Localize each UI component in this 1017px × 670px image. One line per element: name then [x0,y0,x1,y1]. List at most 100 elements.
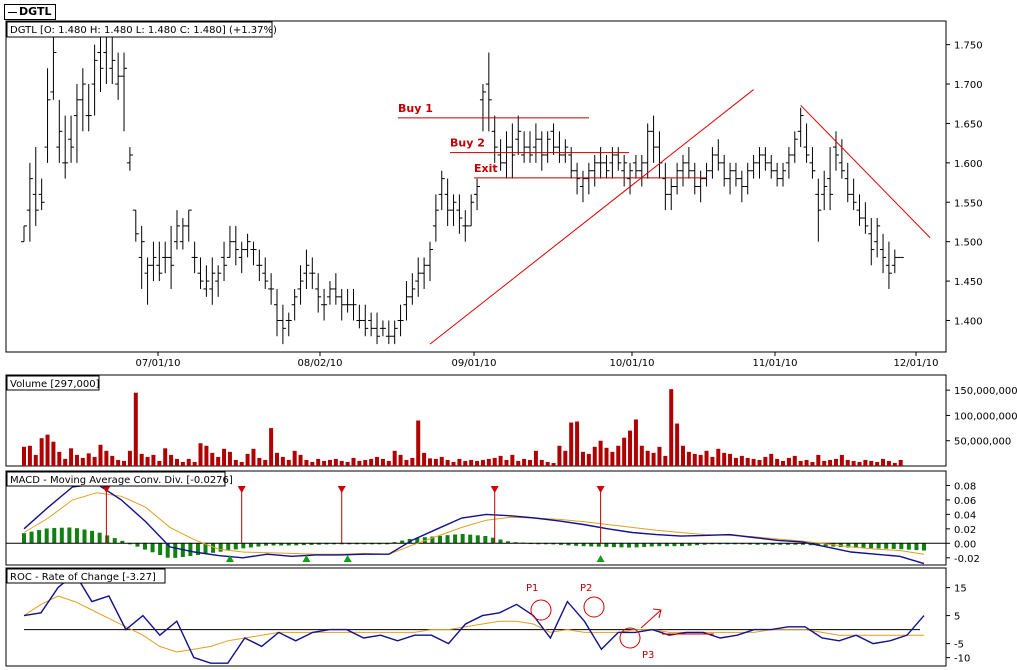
volume-bar [486,458,491,466]
volume-bar [410,457,415,466]
volume-bar [739,455,744,466]
volume-bar [433,458,438,466]
y-tick-label: 1.400 [954,316,983,327]
ohlc-bar [191,241,198,274]
volume-bar [192,461,197,466]
volume-bar [516,460,521,466]
macd-histogram-bar [619,543,624,548]
macd-histogram-bar [846,543,851,548]
volume-bar [863,459,868,466]
volume-bar [122,460,127,466]
volume-bar [333,458,338,466]
volume-bar [869,460,874,466]
ohlc-bar [444,178,451,226]
volume-bar [898,459,903,466]
y-tick-label: 1.500 [954,238,983,249]
macd-histogram-bar [558,543,563,545]
ohlc-bar [32,147,39,226]
volume-bar [622,437,627,466]
macd-histogram-bar [778,543,783,545]
ohlc-bar [456,194,463,234]
volume-bar [210,452,215,466]
ohlc-bar [562,139,569,163]
highlight-circle [619,627,641,649]
y-tick-label: 15 [954,584,967,595]
volume-bar [357,460,362,466]
point-label: P1 [526,583,538,594]
ohlc-bar [244,233,251,258]
volume-panel-title: Volume [297,000] [10,379,100,390]
price-panel: Buy 1 Buy 2 Exit 1.750 1.700 1.650 1.600 1.550… [5,20,983,369]
volume-bar [216,456,221,466]
macd-histogram-bar [264,543,269,546]
macd-histogram-bar [763,543,768,545]
ohlc-bar [709,147,716,179]
ohlc-bar [462,210,469,242]
macd-histogram-bar [173,543,178,558]
ohlc-bar [73,84,80,163]
ohlc-bar [815,178,822,242]
level-label: Exit [474,162,498,175]
roc-series-line [23,572,925,664]
macd-histogram-bar [188,543,193,557]
volume-bar [480,459,485,466]
volume-bar [80,457,85,466]
y-tick-label: 0.04 [954,510,976,521]
macd-histogram-bar [392,542,397,544]
ohlc-bar [638,154,645,187]
y-tick-label: -10 [954,654,970,665]
macd-histogram-bar [755,543,760,545]
macd-histogram-bar [97,532,102,544]
ohlc-bar [326,281,333,305]
y-tick-label: 1.600 [954,159,983,170]
volume-bars [22,389,903,466]
x-tick-label: 08/02/10 [298,358,343,369]
y-tick-label: 150,000,000 [954,386,1017,397]
ohlc-bar [750,154,757,179]
volume-bar [222,448,227,466]
roc-plot-frame [5,567,947,667]
ohlc-bar [844,162,851,203]
ohlc-bar [785,147,792,179]
ohlc-bar [409,273,416,305]
trend-line [429,89,754,345]
ohlc-bar [385,320,392,345]
macd-series-line [23,492,925,555]
volume-bar [651,452,656,466]
macd-histogram-bar [869,543,874,549]
y-tick-label: 0.02 [954,525,976,536]
volume-bar [145,456,150,466]
ohlc-bar [403,281,410,321]
volume-bar [163,448,168,466]
macd-histogram-bar [430,536,435,544]
macd-histogram-bar [44,528,49,544]
volume-bar [492,457,497,466]
volume-bar [251,448,256,466]
volume-bar [669,389,674,466]
macd-histogram-bar [256,543,261,547]
volume-bar [551,462,556,466]
ohlc-bar [374,312,381,345]
ohlc-bar [321,288,328,321]
symbol-tab[interactable]: DGTL [4,4,57,20]
level-label: Buy 2 [450,137,485,150]
volume-bar [598,440,603,466]
volume-bar [139,453,144,466]
ohlc-bar [479,84,486,132]
ohlc-bar [232,225,239,266]
buy-arrow-icon [225,555,234,562]
highlight-circle [530,599,552,621]
volume-bar [298,454,303,466]
panel-titles: DGTL [O: 1.480 H: 1.480 L: 1.480 C: 1.48… [6,21,277,584]
ohlc-bar [238,241,245,274]
macd-histogram-bar [165,543,170,558]
macd-histogram-bar [453,534,458,544]
y-tick-label: 50,000,000 [954,437,1011,448]
price-y-axis: 1.750 1.700 1.650 1.600 1.550 1.500 1.450 1.400 [946,41,983,327]
volume-bar [610,451,615,466]
macd-histogram-bar [604,543,609,547]
volume-bar [86,453,91,466]
roc-lines [23,572,925,664]
ohlc-bar [38,178,45,211]
macd-panel-title: MACD - Moving Average Conv. Div. [-0.027… [10,475,233,486]
